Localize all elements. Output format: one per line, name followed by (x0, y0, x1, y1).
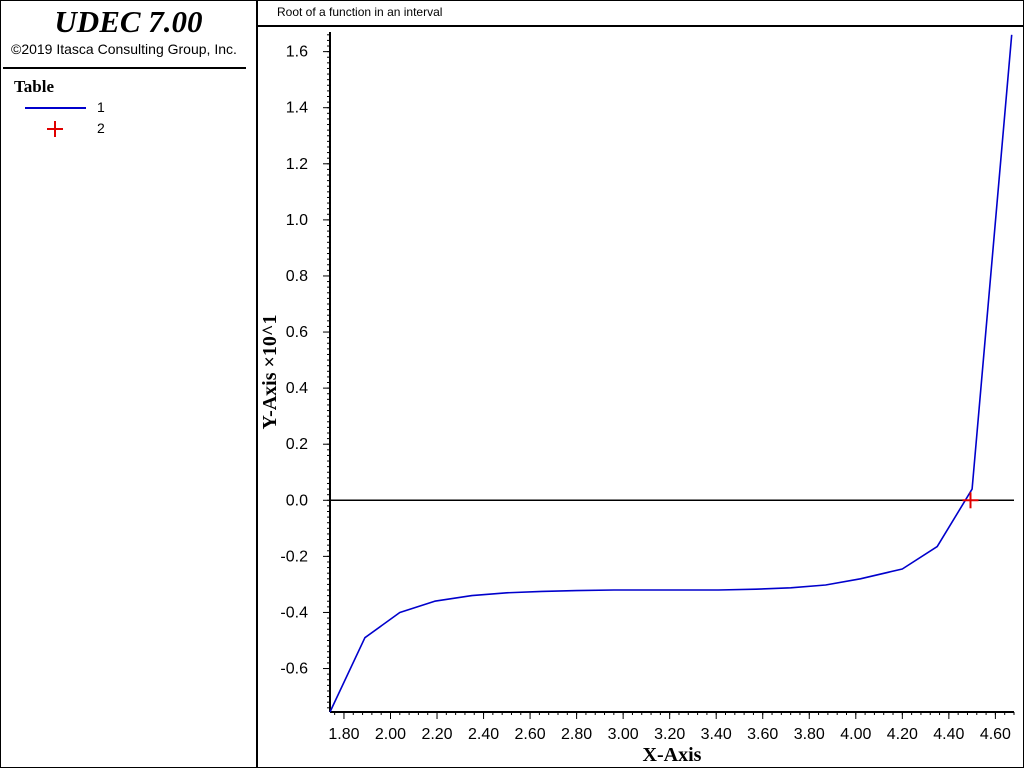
line-swatch-icon (25, 107, 86, 109)
y-tick-label: 0.0 (286, 492, 308, 509)
x-tick-label: 4.60 (980, 726, 1011, 743)
x-tick-label: 3.00 (608, 726, 639, 743)
x-tick-label: 2.00 (375, 726, 406, 743)
y-tick-label: 1.0 (286, 212, 308, 229)
series-2-marker (962, 492, 979, 509)
legend-item-2: 2 (23, 119, 223, 137)
y-tick-label: 1.6 (286, 44, 308, 61)
x-tick-label: 3.80 (794, 726, 825, 743)
plot-header: Root of a function in an interval (258, 1, 1024, 27)
y-tick-label: 0.6 (286, 324, 308, 341)
y-tick-label: 0.2 (286, 436, 308, 453)
cross-marker-icon (47, 121, 63, 137)
series-1-line (329, 34, 1013, 713)
x-tick-label: 4.40 (933, 726, 964, 743)
legend-label-1: 1 (97, 99, 105, 115)
x-axis-label: X-Axis (643, 744, 702, 766)
copyright-text: ©2019 Itasca Consulting Group, Inc. (11, 41, 237, 57)
sidebar-divider (3, 67, 246, 69)
x-tick-label: 3.60 (747, 726, 778, 743)
x-tick-label: 2.40 (468, 726, 499, 743)
plot-title: Root of a function in an interval (277, 5, 443, 19)
y-tick-label: -0.2 (280, 548, 308, 565)
x-tick-label: 4.00 (840, 726, 871, 743)
x-tick-label: 2.60 (515, 726, 546, 743)
x-tick-label: 1.80 (328, 726, 359, 743)
app-title: UDEC 7.00 (54, 4, 203, 39)
legend-heading: Table (14, 77, 55, 96)
y-tick-label: -0.6 (280, 661, 308, 678)
legend-panel: UDEC 7.00 ©2019 Itasca Consulting Group,… (1, 1, 258, 767)
x-tick-label: 2.80 (561, 726, 592, 743)
y-axis-label: Y-Axis ×10^1 (259, 314, 281, 429)
x-tick-label: 3.20 (654, 726, 685, 743)
legend-item-1: 1 (23, 98, 223, 116)
x-tick-label: 4.20 (887, 726, 918, 743)
y-tick-label: 0.8 (286, 268, 308, 285)
x-tick-label: 2.20 (421, 726, 452, 743)
y-tick-label: 0.4 (286, 380, 308, 397)
legend-label-2: 2 (97, 120, 105, 136)
x-tick-label: 3.40 (701, 726, 732, 743)
chart-area: -0.6-0.4-0.20.00.20.40.60.81.01.21.41.6 … (259, 32, 1015, 766)
y-tick-label: 1.4 (286, 100, 308, 117)
y-tick-label: 1.2 (286, 156, 308, 173)
y-tick-label: -0.4 (280, 604, 308, 621)
